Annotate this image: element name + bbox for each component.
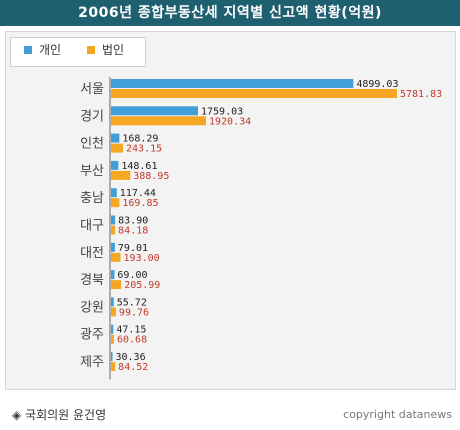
bar-corporate — [111, 362, 116, 371]
bar-corporate — [111, 198, 120, 208]
data-label-corporate: 99.76 — [119, 307, 149, 318]
data-label-individual: 79.01 — [118, 243, 148, 254]
bar-corporate — [111, 143, 124, 153]
bar-corporate — [111, 307, 116, 317]
legend-label-individual: 개인 — [39, 43, 62, 57]
legend-label-corporate: 법인 — [102, 43, 125, 57]
category-label: 충남 — [80, 191, 104, 206]
bar-individual — [111, 297, 114, 307]
data-label-individual: 30.36 — [116, 352, 146, 363]
data-label-individual: 168.29 — [122, 134, 158, 145]
data-label-corporate: 84.18 — [118, 226, 148, 237]
category-label: 부산 — [80, 164, 104, 179]
bar-individual — [111, 133, 120, 143]
bar-corporate — [111, 280, 122, 290]
bar-corporate — [111, 225, 116, 235]
data-label-individual: 55.72 — [117, 297, 147, 308]
category-label: 경기 — [80, 109, 104, 124]
data-label-corporate: 1920.34 — [209, 116, 251, 127]
data-label-corporate: 388.95 — [133, 171, 169, 182]
bar-individual — [111, 160, 119, 170]
category-label: 인천 — [80, 137, 104, 152]
bar-corporate — [111, 89, 397, 98]
bar-corporate — [111, 116, 206, 126]
category-label: 대구 — [80, 219, 104, 234]
legend-swatch-corporate — [87, 46, 95, 54]
data-label-individual: 83.90 — [118, 216, 148, 227]
data-label-individual: 148.61 — [121, 161, 157, 172]
category-label: 서울 — [80, 82, 104, 97]
category-label: 대전 — [80, 246, 104, 261]
data-label-individual: 117.44 — [120, 188, 156, 199]
chart-legend: 개인 법인 — [10, 37, 146, 67]
data-label-corporate: 243.15 — [126, 144, 162, 155]
bar-individual — [111, 79, 354, 88]
data-label-individual: 4899.03 — [356, 79, 398, 90]
data-label-corporate: 5781.83 — [400, 89, 442, 100]
bar-individual — [111, 106, 199, 116]
data-label-corporate: 169.85 — [122, 198, 158, 209]
category-label: 강원 — [80, 300, 104, 315]
bar-individual — [111, 324, 114, 334]
chart-title: 2006년 종합부동산세 지역별 신고액 현황(억원) — [0, 0, 460, 26]
bar-corporate — [111, 334, 115, 344]
category-label: 경북 — [80, 273, 104, 288]
source-credit: ◈ 국회의원 윤건영 — [12, 408, 107, 422]
bar-individual — [111, 352, 113, 361]
category-label: 광주 — [80, 328, 104, 343]
bar-individual — [111, 242, 115, 252]
copyright-text: copyright datanews — [343, 408, 452, 421]
data-label-individual: 47.15 — [116, 325, 146, 336]
data-label-corporate: 193.00 — [124, 253, 160, 264]
bar-individual — [111, 188, 117, 198]
data-label-corporate: 60.68 — [117, 335, 147, 346]
bar-corporate — [111, 170, 131, 180]
legend-swatch-individual — [24, 46, 32, 54]
data-label-corporate: 205.99 — [124, 280, 160, 291]
data-label-corporate: 84.52 — [118, 362, 148, 373]
data-label-individual: 69.00 — [117, 270, 147, 281]
bar-corporate — [111, 252, 121, 262]
bar-individual — [111, 215, 116, 225]
bar-individual — [111, 270, 115, 280]
category-label: 제주 — [80, 355, 104, 370]
data-label-individual: 1759.03 — [201, 106, 243, 117]
